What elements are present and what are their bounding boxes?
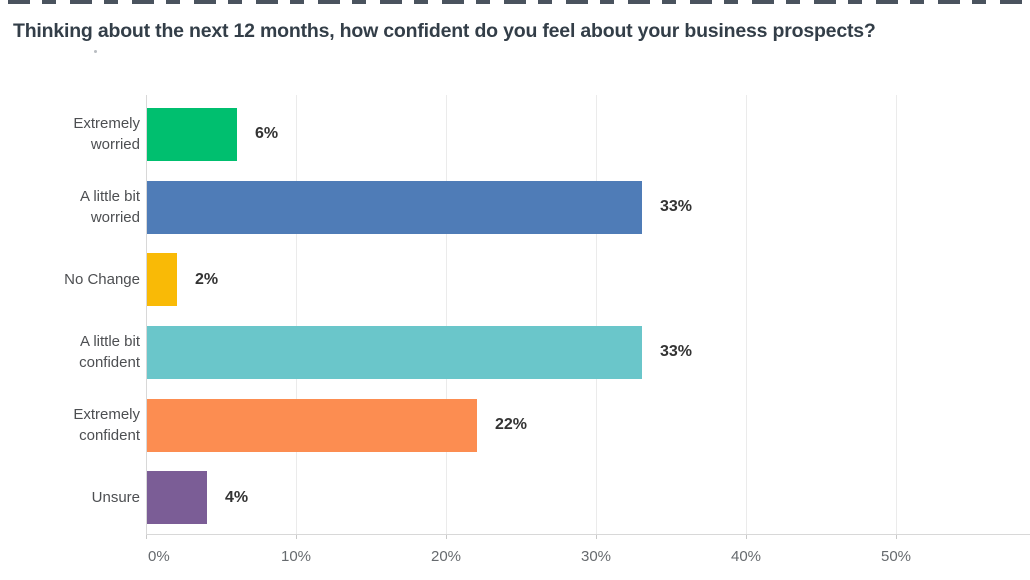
gridline <box>296 95 297 534</box>
bar-value-label: 4% <box>225 488 249 506</box>
x-axis-tick-label: 30% <box>580 548 612 565</box>
x-axis-tick <box>146 534 147 539</box>
x-axis-tick-label: 40% <box>730 548 762 565</box>
x-axis-line <box>146 534 1030 535</box>
x-axis-tick-label: 50% <box>880 548 912 565</box>
bar-unsure <box>147 471 207 525</box>
bar-value-label: 33% <box>660 198 693 215</box>
bar-a-little-bit-worried <box>147 180 642 234</box>
x-axis-tick <box>746 534 747 539</box>
bar-value-label: 6% <box>255 125 279 143</box>
category-label: A little bit worried <box>79 187 140 226</box>
x-axis-tick-label: 10% <box>280 548 312 565</box>
x-axis-tick <box>446 534 447 539</box>
bar-value-label: 22% <box>495 416 528 433</box>
chart-title: Thinking about the next 12 months, how c… <box>13 20 876 43</box>
x-axis-tick-label: 20% <box>430 548 462 565</box>
category-label: A little bit confident <box>79 333 140 372</box>
category-label: Extremely worried <box>73 115 140 154</box>
category-label: Extremely confident <box>73 405 140 444</box>
bar-no-change <box>147 253 177 307</box>
y-axis-line <box>146 95 147 534</box>
cropped-text-artifact <box>8 0 1024 4</box>
bar-extremely-confident <box>147 398 477 452</box>
gridline <box>746 95 747 534</box>
x-axis-tick <box>896 534 897 539</box>
category-label: No Change <box>64 271 140 289</box>
bar-value-label: 33% <box>660 343 693 361</box>
bar-value-label: 2% <box>195 270 219 288</box>
gridline <box>446 95 447 534</box>
bar-a-little-bit-confident <box>147 325 642 379</box>
bar-extremely-worried <box>147 107 237 161</box>
stray-pixel-artifact <box>94 50 97 53</box>
x-axis-tick <box>296 534 297 539</box>
gridline <box>596 95 597 534</box>
category-label: Unsure <box>91 489 140 507</box>
gridline <box>896 95 897 534</box>
x-axis-tick <box>596 534 597 539</box>
x-axis-tick-label: 0% <box>148 548 170 565</box>
